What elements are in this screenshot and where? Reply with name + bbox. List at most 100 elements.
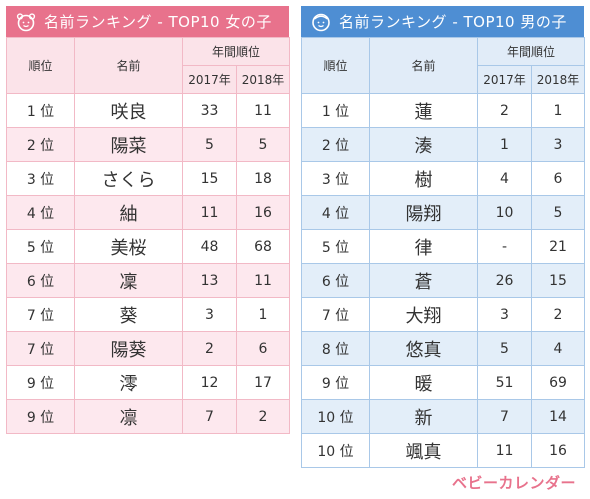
- name-cell: 蒼: [369, 263, 478, 298]
- rank-2017-cell: 11: [182, 195, 237, 230]
- boy-face-icon: [312, 13, 330, 31]
- rank-2018-cell: 69: [530, 365, 586, 400]
- name-column-header: 名前: [369, 37, 478, 94]
- rank-cell: 2 位: [6, 127, 75, 162]
- rank-2018-cell: 21: [530, 229, 586, 264]
- table-row: 7 位陽葵 2 6: [6, 331, 291, 366]
- rank-cell: 2 位: [301, 127, 370, 162]
- rank-cell: 6 位: [301, 263, 370, 298]
- rank-cell: 7 位: [6, 297, 75, 332]
- rank-2018-cell: 11: [235, 263, 291, 298]
- table-row: 4 位陽翔 10 5: [301, 195, 586, 230]
- annual-rank-header: 年間順位: [476, 37, 586, 66]
- boys-ranking-panel: 名前ランキング - TOP10 男の子 順位 名前 年間順位 2017年 201…: [301, 6, 586, 468]
- rank-2018-cell: 5: [530, 195, 586, 230]
- rank-cell: 4 位: [6, 195, 75, 230]
- table-row: 7 位大翔 3 2: [301, 297, 586, 332]
- table-row: 1 位咲良 33 11: [6, 93, 291, 128]
- rank-2018-cell: 18: [235, 161, 291, 196]
- name-cell: 美桜: [74, 229, 183, 264]
- girls-ranking-title: 名前ランキング - TOP10 女の子: [44, 13, 272, 31]
- rank-2017-cell: 4: [477, 161, 532, 196]
- rank-cell: 5 位: [301, 229, 370, 264]
- rank-cell: 3 位: [301, 161, 370, 196]
- name-cell: 澪: [74, 365, 183, 400]
- rank-2018-cell: 11: [235, 93, 291, 128]
- boys-ranking-title: 名前ランキング - TOP10 男の子: [339, 13, 567, 31]
- rank-2017-cell: 13: [182, 263, 237, 298]
- name-cell: 蓮: [369, 93, 478, 128]
- table-row: 10 位颯真 11 16: [301, 433, 586, 468]
- year-2017-header: 2017年: [182, 65, 237, 94]
- boys-ranking-header: 名前ランキング - TOP10 男の子: [301, 6, 584, 37]
- rank-2018-cell: 15: [530, 263, 586, 298]
- rank-cell: 4 位: [301, 195, 370, 230]
- year-2018-header: 2018年: [235, 65, 291, 94]
- rank-2018-cell: 5: [235, 127, 291, 162]
- rank-2018-cell: 16: [235, 195, 291, 230]
- rank-2018-cell: 4: [530, 331, 586, 366]
- rank-2017-cell: 15: [182, 161, 237, 196]
- rank-2017-cell: 2: [182, 331, 237, 366]
- rank-2017-cell: 7: [182, 399, 237, 434]
- rank-cell: 10 位: [301, 433, 370, 468]
- name-cell: 紬: [74, 195, 183, 230]
- name-cell: 陽葵: [74, 331, 183, 366]
- name-cell: 悠真: [369, 331, 478, 366]
- rank-2017-cell: 1: [477, 127, 532, 162]
- rank-cell: 3 位: [6, 161, 75, 196]
- rank-2017-cell: 3: [182, 297, 237, 332]
- table-row: 5 位律 -21: [301, 229, 586, 264]
- table-row: 2 位陽菜 5 5: [6, 127, 291, 162]
- girls-ranking-table: 順位 名前 年間順位 2017年 2018年 1 位咲良 33 11 2 位陽菜 5 5 3…: [6, 37, 291, 434]
- rank-cell: 9 位: [6, 399, 75, 434]
- girl-face-icon: [16, 12, 36, 31]
- name-cell: 樹: [369, 161, 478, 196]
- rank-cell: 9 位: [6, 365, 75, 400]
- rank-2017-cell: 5: [182, 127, 237, 162]
- year-2018-header: 2018年: [530, 65, 586, 94]
- rank-2018-cell: 16: [530, 433, 586, 468]
- annual-rank-header: 年間順位: [181, 37, 291, 66]
- table-row: 3 位さくら 15 18: [6, 161, 291, 196]
- rank-2018-cell: 6: [235, 331, 291, 366]
- name-cell: 新: [369, 399, 478, 434]
- rank-cell: 8 位: [301, 331, 370, 366]
- rank-2018-cell: 1: [530, 93, 586, 128]
- rank-column-header: 順位: [301, 37, 370, 94]
- rank-2018-cell: 14: [530, 399, 586, 434]
- rank-2017-cell: 48: [182, 229, 237, 264]
- table-row: 4 位紬 11 16: [6, 195, 291, 230]
- name-cell: 律: [369, 229, 478, 264]
- rank-cell: 7 位: [6, 331, 75, 366]
- name-cell: 陽翔: [369, 195, 478, 230]
- name-cell: 陽菜: [74, 127, 183, 162]
- rank-2018-cell: 17: [235, 365, 291, 400]
- rank-2018-cell: 1: [235, 297, 291, 332]
- name-cell: 大翔: [369, 297, 478, 332]
- girls-ranking-panel: 名前ランキング - TOP10 女の子 順位 名前 年間順位 2017年 201…: [6, 6, 291, 434]
- rank-2018-cell: 3: [530, 127, 586, 162]
- table-row: 6 位蒼 26 15: [301, 263, 586, 298]
- girls-ranking-header: 名前ランキング - TOP10 女の子: [6, 6, 289, 37]
- name-cell: 颯真: [369, 433, 478, 468]
- rank-2018-cell: 68: [235, 229, 291, 264]
- rank-2017-cell: 12: [182, 365, 237, 400]
- table-row: 9 位暖 51 69: [301, 365, 586, 400]
- year-2017-header: 2017年: [477, 65, 532, 94]
- name-cell: 咲良: [74, 93, 183, 128]
- name-cell: 凜: [74, 263, 183, 298]
- rank-2017-cell: 51: [477, 365, 532, 400]
- name-column-header: 名前: [74, 37, 183, 94]
- rank-2018-cell: 2: [530, 297, 586, 332]
- rank-2017-cell: 2: [477, 93, 532, 128]
- rank-2017-cell: 11: [477, 433, 532, 468]
- rank-cell: 1 位: [301, 93, 370, 128]
- rank-cell: 1 位: [6, 93, 75, 128]
